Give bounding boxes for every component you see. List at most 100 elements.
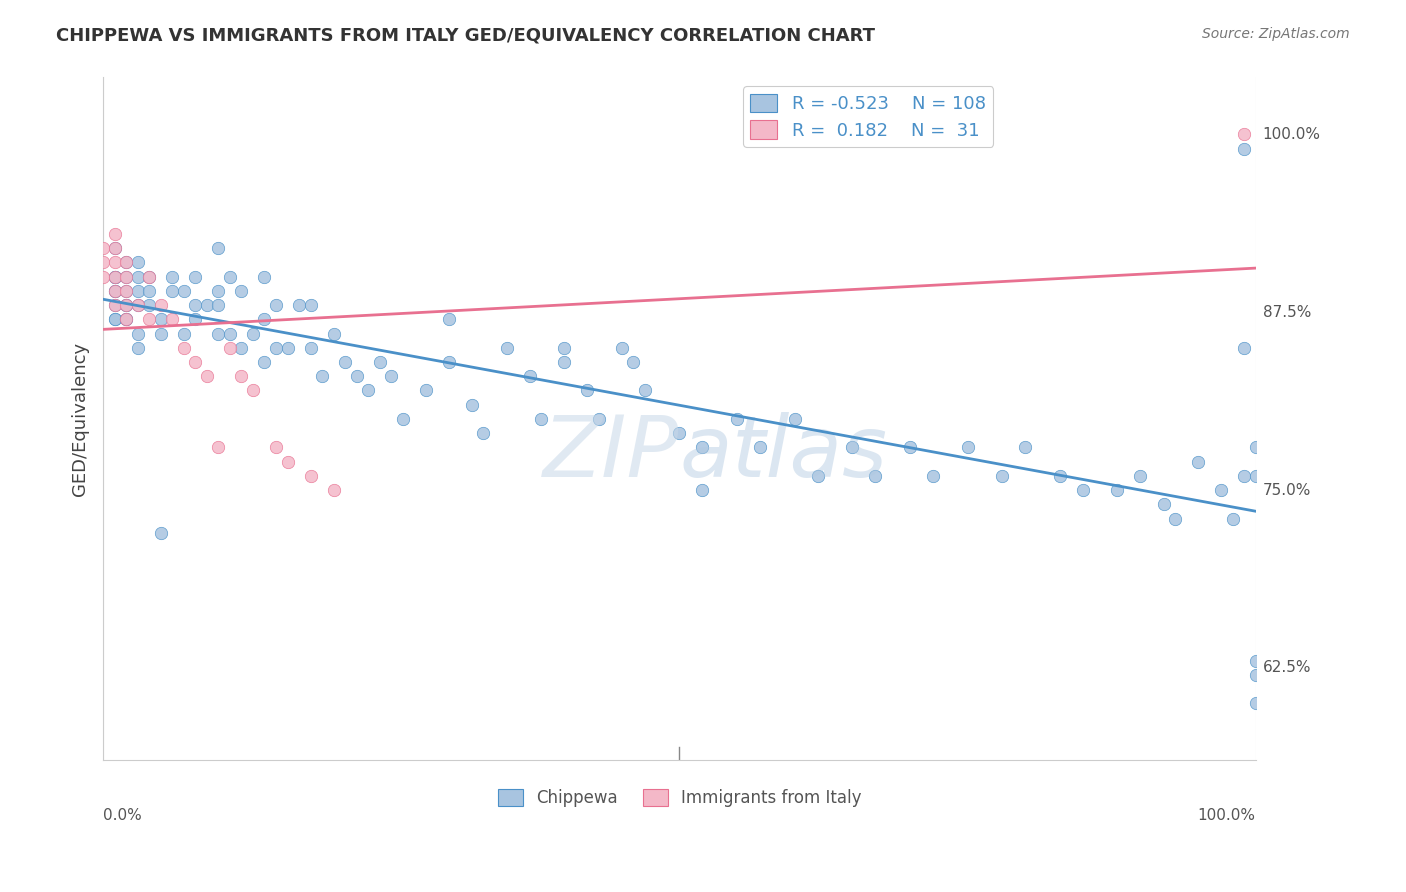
- Point: [1233, 128, 1256, 142]
- Point: [138, 298, 160, 312]
- Point: [104, 298, 127, 312]
- Point: [219, 269, 242, 284]
- Point: [115, 312, 138, 326]
- Point: [991, 468, 1014, 483]
- Point: [162, 269, 184, 284]
- Point: [621, 355, 644, 369]
- Point: [127, 341, 149, 355]
- Point: [127, 284, 149, 298]
- Point: [807, 468, 830, 483]
- Point: [668, 426, 690, 441]
- Point: [357, 384, 380, 398]
- Point: [104, 269, 127, 284]
- Point: [138, 269, 160, 284]
- Text: Source: ZipAtlas.com: Source: ZipAtlas.com: [1202, 27, 1350, 41]
- Point: [1187, 454, 1209, 468]
- Point: [530, 412, 553, 426]
- Point: [415, 384, 437, 398]
- Point: [115, 269, 138, 284]
- Point: [1233, 142, 1256, 156]
- Point: [207, 326, 229, 341]
- Point: [1107, 483, 1129, 497]
- Point: [91, 255, 114, 269]
- Text: 75.0%: 75.0%: [1263, 483, 1310, 498]
- Point: [391, 412, 413, 426]
- Point: [346, 369, 368, 384]
- Point: [219, 341, 242, 355]
- Point: [231, 284, 253, 298]
- Point: [495, 341, 517, 355]
- Point: [104, 269, 127, 284]
- Point: [1244, 697, 1267, 711]
- Point: [104, 312, 127, 326]
- Text: 62.5%: 62.5%: [1263, 660, 1312, 675]
- Point: [207, 298, 229, 312]
- Text: 0.0%: 0.0%: [103, 808, 142, 823]
- Point: [1014, 441, 1036, 455]
- Point: [104, 312, 127, 326]
- Point: [311, 369, 333, 384]
- Point: [127, 255, 149, 269]
- Point: [1244, 668, 1267, 682]
- Point: [115, 298, 138, 312]
- Point: [437, 355, 460, 369]
- Point: [1164, 511, 1187, 525]
- Point: [115, 298, 138, 312]
- Point: [162, 312, 184, 326]
- Point: [207, 284, 229, 298]
- Point: [149, 326, 172, 341]
- Point: [207, 441, 229, 455]
- Point: [749, 441, 772, 455]
- Point: [634, 384, 657, 398]
- Point: [104, 269, 127, 284]
- Point: [692, 441, 714, 455]
- Point: [253, 355, 276, 369]
- Point: [472, 426, 495, 441]
- Point: [115, 298, 138, 312]
- Point: [149, 298, 172, 312]
- Text: atlas: atlas: [679, 411, 887, 494]
- Point: [127, 298, 149, 312]
- Point: [242, 326, 264, 341]
- Point: [1244, 441, 1267, 455]
- Point: [195, 298, 218, 312]
- Point: [299, 468, 322, 483]
- Point: [138, 312, 160, 326]
- Point: [1153, 497, 1175, 511]
- Point: [91, 269, 114, 284]
- Point: [127, 298, 149, 312]
- Point: [1244, 468, 1267, 483]
- Point: [1244, 654, 1267, 668]
- Point: [104, 284, 127, 298]
- Point: [104, 298, 127, 312]
- Point: [104, 241, 127, 255]
- Point: [242, 384, 264, 398]
- Point: [253, 269, 276, 284]
- Point: [127, 326, 149, 341]
- Point: [91, 241, 114, 255]
- Point: [173, 341, 195, 355]
- Point: [299, 341, 322, 355]
- Point: [104, 227, 127, 241]
- Text: 87.5%: 87.5%: [1263, 305, 1310, 319]
- Point: [956, 441, 979, 455]
- Point: [115, 269, 138, 284]
- Point: [207, 241, 229, 255]
- Point: [104, 269, 127, 284]
- Point: [898, 441, 921, 455]
- Point: [277, 341, 299, 355]
- Point: [692, 483, 714, 497]
- Point: [231, 341, 253, 355]
- Point: [368, 355, 391, 369]
- Point: [1222, 511, 1244, 525]
- Point: [841, 441, 863, 455]
- Point: [1071, 483, 1094, 497]
- Point: [553, 355, 575, 369]
- Point: [115, 284, 138, 298]
- Text: 100.0%: 100.0%: [1263, 127, 1320, 142]
- Point: [264, 298, 287, 312]
- Point: [264, 441, 287, 455]
- Point: [173, 326, 195, 341]
- Point: [104, 241, 127, 255]
- Text: CHIPPEWA VS IMMIGRANTS FROM ITALY GED/EQUIVALENCY CORRELATION CHART: CHIPPEWA VS IMMIGRANTS FROM ITALY GED/EQ…: [56, 27, 876, 45]
